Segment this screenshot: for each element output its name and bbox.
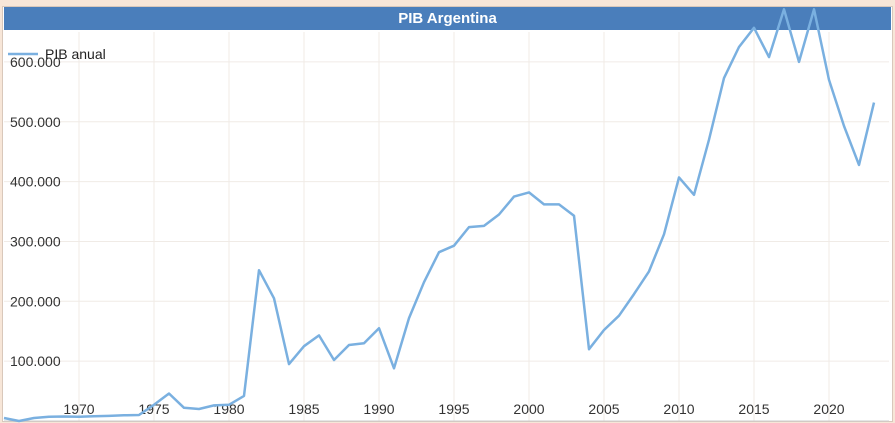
data-point: [467, 225, 471, 229]
data-point: [377, 326, 381, 330]
y-axis-tick-labels: 100.000 200.000 300.000 400.000 500.000 600.0…: [10, 54, 61, 369]
data-point: [452, 244, 456, 248]
data-point: [317, 333, 321, 337]
series-line-pib-anual: [3, 8, 876, 423]
data-point: [722, 76, 726, 80]
x-tick-label: 1975: [138, 401, 169, 417]
data-point: [557, 202, 561, 206]
x-tick-label: 1995: [438, 401, 469, 417]
data-point: [212, 403, 216, 407]
data-point: [542, 202, 546, 206]
legend[interactable]: PIB anual: [8, 46, 106, 62]
data-point: [842, 124, 846, 128]
x-tick-label: 2015: [738, 401, 769, 417]
data-point: [242, 394, 246, 398]
y-tick-label: 600.000: [10, 54, 61, 70]
data-point: [152, 403, 156, 407]
x-tick-label: 1985: [288, 401, 319, 417]
data-point: [617, 314, 621, 318]
data-point: [257, 268, 261, 272]
data-point: [827, 78, 831, 82]
x-tick-label: 2005: [588, 401, 619, 417]
data-point: [287, 362, 291, 366]
data-point: [872, 101, 876, 105]
data-point: [482, 224, 486, 228]
data-point: [647, 269, 651, 273]
data-point: [527, 190, 531, 194]
data-point: [662, 232, 666, 236]
data-point: [197, 407, 201, 411]
data-point: [272, 296, 276, 300]
data-point: [812, 7, 816, 11]
data-point: [437, 250, 441, 254]
y-tick-label: 500.000: [10, 114, 61, 130]
data-point: [92, 414, 96, 418]
data-point: [302, 344, 306, 348]
x-tick-label: 2010: [663, 401, 694, 417]
y-tick-label: 300.000: [10, 233, 61, 249]
x-tick-label: 1990: [363, 401, 394, 417]
data-point: [677, 175, 681, 179]
data-point: [692, 193, 696, 197]
data-point: [587, 347, 591, 351]
data-point: [362, 341, 366, 345]
data-point: [737, 45, 741, 49]
data-point: [17, 419, 21, 423]
data-point: [602, 328, 606, 332]
data-point: [512, 195, 516, 199]
data-point: [47, 415, 51, 419]
data-point: [347, 343, 351, 347]
data-point: [227, 403, 231, 407]
y-tick-label: 200.000: [10, 293, 61, 309]
data-point: [497, 213, 501, 217]
data-point: [167, 391, 171, 395]
x-tick-label: 1970: [63, 401, 94, 417]
data-point: [857, 163, 861, 167]
data-point: [797, 60, 801, 64]
chart-panel: [2, 6, 893, 422]
x-tick-label: 2020: [813, 401, 844, 417]
data-point: [632, 292, 636, 296]
data-point: [32, 416, 36, 420]
legend-label-pib-anual: PIB anual: [45, 46, 106, 62]
data-point: [77, 415, 81, 419]
data-point: [182, 406, 186, 410]
y-tick-label: 400.000: [10, 174, 61, 190]
data-point: [752, 26, 756, 30]
data-point: [2, 416, 6, 420]
chart-title: PIB Argentina: [4, 7, 891, 30]
data-point: [422, 280, 426, 284]
y-tick-label: 100.000: [10, 353, 61, 369]
data-point: [107, 414, 111, 418]
data-point: [767, 55, 771, 59]
data-points: [2, 7, 876, 423]
gridlines: [4, 32, 889, 421]
data-point: [122, 413, 126, 417]
data-point: [707, 138, 711, 142]
x-tick-label: 2000: [513, 401, 544, 417]
data-point: [392, 366, 396, 370]
data-point: [62, 415, 66, 419]
data-point: [782, 7, 786, 11]
data-point: [407, 316, 411, 320]
data-point: [332, 358, 336, 362]
data-point: [137, 413, 141, 417]
data-point: [572, 214, 576, 218]
